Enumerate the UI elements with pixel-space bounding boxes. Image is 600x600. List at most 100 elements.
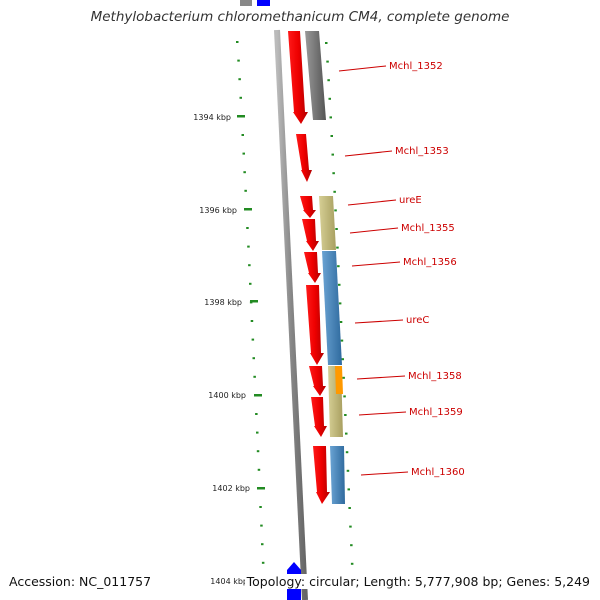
gene-label-mchl-1353: Mchl_1353 — [344, 146, 449, 157]
tick-dot — [253, 375, 256, 378]
tick-dot — [342, 376, 345, 379]
gene-label-text: ureC — [406, 315, 429, 326]
cds-arrow-uree — [300, 196, 316, 218]
gene-label-urec: ureC — [354, 315, 429, 326]
tick-dot — [237, 59, 240, 62]
cds-arrow-mchl-1360 — [313, 446, 330, 504]
tick-dot — [336, 246, 339, 249]
tick-dot — [236, 41, 239, 43]
cds-arrow-mchl-1353 — [296, 134, 312, 182]
tick-dot — [335, 228, 338, 230]
tick-dot — [347, 488, 350, 491]
tick-dot — [239, 96, 242, 99]
tick-dot — [260, 524, 263, 527]
scale-1400: 1400 kbp — [208, 391, 262, 400]
khaki-feature-1 — [319, 196, 336, 250]
tick-dot — [329, 116, 332, 119]
tick-dot — [249, 282, 252, 285]
blue-feature-2 — [330, 446, 345, 504]
gene-label-mchl-1355: Mchl_1355 — [349, 223, 455, 234]
cds-arrow-mchl-1358 — [309, 366, 326, 396]
map-title: Methylobacterium chloromethanicum CM4, c… — [90, 9, 510, 25]
scale-label: 1394 kbp — [193, 113, 231, 122]
gene-label-mchl-1360: Mchl_1360 — [360, 467, 465, 478]
cds-arrow-mchl-1352 — [288, 31, 308, 124]
gene-label-text: ureE — [399, 195, 422, 206]
tick-dot — [242, 152, 245, 155]
scale-label: 1398 kbp — [204, 298, 242, 307]
scale-label: 1400 kbp — [208, 391, 246, 400]
tick-dot — [338, 302, 342, 305]
tick-dot — [238, 78, 241, 81]
tick-dot — [246, 227, 249, 229]
inner-tick-dots — [325, 42, 354, 565]
gene-label-mchl-1352: Mchl_1352 — [338, 61, 443, 72]
tick-dot — [348, 507, 351, 509]
tick-dot — [349, 525, 352, 528]
tick-dot — [243, 171, 246, 174]
top-gray-feature — [240, 0, 252, 6]
tick-dot — [341, 358, 344, 361]
gene-label-mchl-1359: Mchl_1359 — [358, 407, 463, 418]
tick-dot — [248, 264, 251, 267]
tick-dot — [247, 245, 250, 248]
gene-label-text: Mchl_1360 — [411, 467, 465, 478]
gene-label-text: Mchl_1352 — [389, 61, 443, 72]
tick-dot — [340, 339, 344, 342]
tick-dot — [332, 172, 335, 175]
gene-label-mchl-1358: Mchl_1358 — [356, 371, 462, 382]
gray-feature — [305, 31, 326, 120]
gene-label-text: Mchl_1353 — [395, 146, 449, 157]
tick-dot — [257, 468, 261, 471]
tick-dot — [344, 414, 347, 416]
gene-label-text: Mchl_1356 — [403, 257, 457, 268]
scale-1396: 1396 kbp — [199, 206, 252, 215]
tick-dot — [326, 60, 329, 63]
tick-dot — [259, 506, 262, 508]
tick-dot — [334, 209, 337, 212]
tick-dot — [337, 265, 340, 268]
gene-label-uree: ureE — [347, 195, 422, 206]
tick-dot — [244, 189, 247, 192]
tick-dot — [255, 413, 258, 415]
tick-dot — [330, 135, 333, 137]
cds-arrow-mchl-1355 — [302, 219, 319, 251]
accession-text: Accession: NC_011757 — [9, 574, 152, 589]
tick-dot — [333, 190, 336, 193]
tick-dot — [345, 432, 348, 435]
tick-dot — [328, 97, 331, 100]
scale-1402: 1402 kbp — [212, 484, 265, 493]
tick-dot — [327, 79, 330, 82]
cds-arrow-mchl-1359 — [311, 397, 327, 437]
gene-label-text: Mchl_1359 — [409, 407, 463, 418]
topology-text: Topology: circular; Length: 5,777,908 bp… — [244, 574, 590, 589]
genome-backbone — [274, 29, 308, 600]
tick-dot — [261, 561, 265, 564]
tick-dot — [241, 134, 244, 136]
tick-dot — [339, 321, 343, 323]
scale-1394: 1394 kbp — [193, 113, 245, 122]
tick-dot — [343, 395, 346, 398]
tick-dot — [251, 338, 255, 341]
gene-label-text: Mchl_1358 — [408, 371, 462, 382]
tick-dot — [325, 42, 328, 44]
tick-dot — [252, 357, 255, 360]
blue-feature-1 — [322, 251, 342, 365]
tick-dot — [350, 544, 353, 547]
tick-dot — [250, 320, 254, 322]
tick-dot — [261, 543, 264, 546]
scale-label: 1404 kbp — [210, 577, 248, 586]
scale-1404: 1404 kbp — [210, 577, 248, 586]
tick-dot — [338, 283, 341, 286]
tick-dot — [256, 450, 260, 453]
tick-dot — [346, 469, 350, 472]
gene-label-text: Mchl_1355 — [401, 223, 455, 234]
tick-dot — [256, 431, 259, 434]
top-blue-feature — [257, 0, 270, 6]
orange-feature — [335, 366, 343, 394]
tick-dot — [345, 451, 349, 454]
tick-dot — [350, 562, 354, 565]
gene-label-mchl-1356: Mchl_1356 — [351, 257, 457, 268]
scale-label: 1396 kbp — [199, 206, 237, 215]
